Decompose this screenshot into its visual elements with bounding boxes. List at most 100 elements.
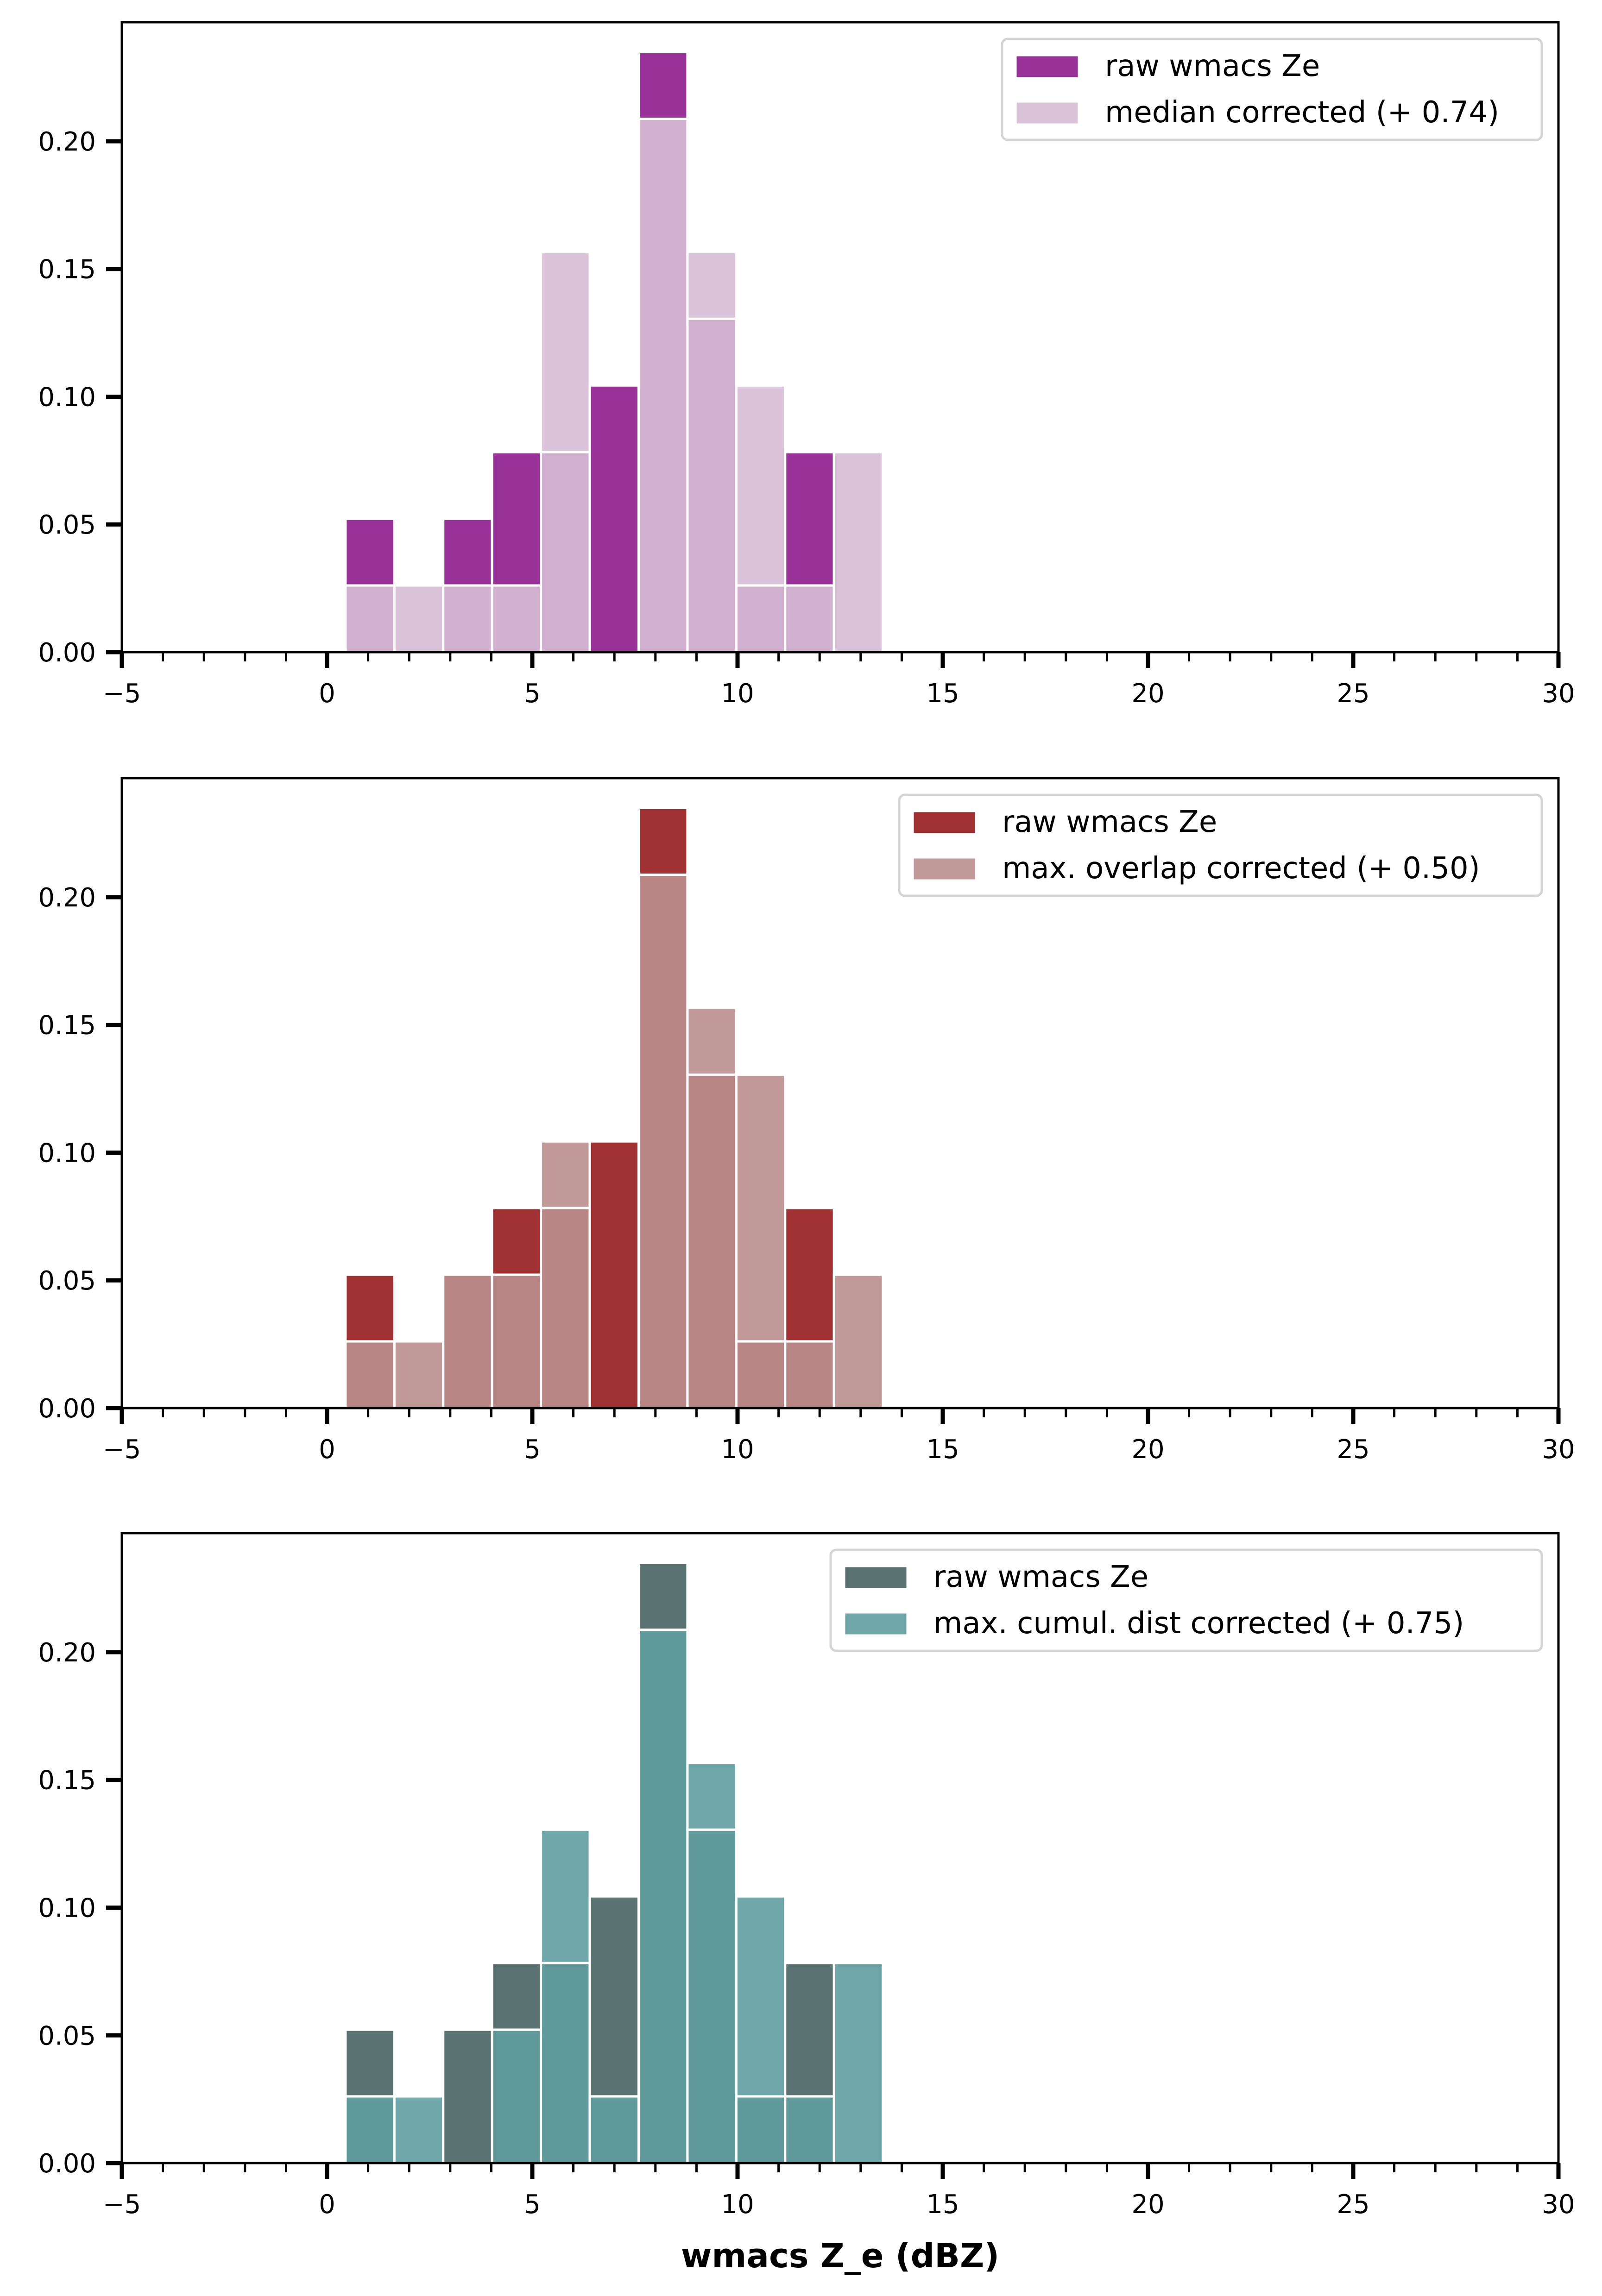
y-tick-label: 0.10 — [38, 382, 96, 412]
overlap-bar-5 — [540, 1207, 591, 1409]
x-tick-label: 15 — [926, 679, 959, 709]
raw-bar-10 — [784, 1207, 835, 1343]
corrected-bar-2 — [393, 584, 445, 654]
overlap-bar-4 — [491, 2028, 542, 2164]
x-tick-label: 30 — [1542, 1434, 1575, 1465]
raw-bar-10 — [784, 1962, 835, 2098]
overlap-bar-9 — [735, 584, 787, 654]
x-tick-label: 10 — [721, 679, 754, 709]
legend-label-corrected: median corrected (+ 0.74) — [1105, 95, 1499, 130]
corrected-bar-8 — [686, 251, 738, 320]
overlap-bar-4 — [491, 584, 542, 654]
overlap-bar-9 — [735, 1340, 787, 1409]
y-tick-label: 0.15 — [38, 255, 96, 285]
corrected-bar-5 — [540, 251, 591, 453]
x-tick-label: 30 — [1542, 679, 1575, 709]
corrected-bar-5 — [540, 1828, 591, 1964]
x-tick-label: 10 — [721, 1434, 754, 1465]
overlap-bar-8 — [686, 1828, 738, 2164]
legend: raw wmacs Ze max. overlap corrected (+ 0.… — [898, 793, 1543, 897]
x-tick-label: −5 — [103, 2189, 141, 2220]
overlap-bar-5 — [540, 1962, 591, 2164]
y-tick-label: 0.20 — [38, 127, 96, 157]
raw-bar-3 — [442, 517, 493, 587]
raw-bar-7 — [637, 807, 689, 876]
legend-box — [829, 1548, 1543, 1652]
x-tick-label: 30 — [1542, 2189, 1575, 2220]
raw-bar-4 — [491, 1207, 542, 1276]
overlap-bar-10 — [784, 1340, 835, 1409]
legend: raw wmacs Ze median corrected (+ 0.74) — [1001, 38, 1543, 141]
legend-label-raw: raw wmacs Ze — [933, 1560, 1148, 1594]
raw-bar-4 — [491, 1962, 542, 2031]
x-tick-label: 20 — [1131, 2189, 1164, 2220]
bars — [344, 51, 884, 654]
overlap-bar-9 — [735, 2095, 787, 2164]
y-tick-label: 0.10 — [38, 1893, 96, 1923]
corrected-bar-2 — [393, 1340, 445, 1409]
axes-frame — [120, 777, 1560, 1409]
x-tick-label: 10 — [721, 2189, 754, 2220]
corrected-bar-8 — [686, 1006, 738, 1076]
y-tick-label: 0.00 — [38, 2149, 96, 2179]
legend-box — [898, 793, 1543, 897]
legend-swatch-raw — [1015, 55, 1079, 79]
axes-frame — [120, 1532, 1560, 2164]
overlap-bar-1 — [344, 1340, 396, 1409]
raw-bar-7 — [637, 1562, 689, 1631]
overlap-bar-7 — [637, 1628, 689, 2164]
x-tick-label: 0 — [319, 679, 335, 709]
corrected-bar-9 — [735, 1895, 787, 2098]
legend: raw wmacs Ze max. cumul. dist corrected (… — [829, 1548, 1543, 1652]
overlap-bar-7 — [637, 873, 689, 1409]
y-tick-label: 0.05 — [38, 1266, 96, 1296]
x-tick-label: 25 — [1337, 679, 1369, 709]
overlap-bar-8 — [686, 1073, 738, 1409]
corrected-bar-11 — [833, 451, 884, 654]
legend-swatch-raw — [844, 1566, 908, 1590]
x-tick-label: 20 — [1131, 1434, 1164, 1465]
legend-swatch-corrected — [1015, 101, 1079, 125]
raw-bar-7 — [637, 51, 689, 120]
chart-panel-1: −5 0 5 10 15 20 25 30 0.00 0.05 0.10 0.15 0.20 raw wm… — [38, 21, 1575, 709]
overlap-bar-1 — [344, 584, 396, 654]
y-tick-label: 0.20 — [38, 1638, 96, 1668]
raw-bar-4 — [491, 451, 542, 587]
y-tick-label: 0.00 — [38, 1394, 96, 1424]
y-tick-label: 0.05 — [38, 2021, 96, 2051]
x-tick-label: 5 — [524, 2189, 541, 2220]
legend-label-raw: raw wmacs Ze — [1002, 805, 1217, 839]
raw-bar-1 — [344, 517, 396, 587]
overlap-bar-6 — [588, 2095, 640, 2164]
overlap-bar-5 — [540, 451, 591, 654]
x-tick-label: −5 — [103, 679, 141, 709]
legend-label-raw: raw wmacs Ze — [1105, 49, 1320, 83]
chart-panel-3: −5 0 5 10 15 20 25 30 0.00 0.05 0.10 0.15 0.20 raw wm… — [38, 1532, 1575, 2275]
legend-swatch-corrected — [912, 857, 977, 881]
x-tick-label: 0 — [319, 2189, 335, 2220]
x-tick-label: 25 — [1337, 2189, 1369, 2220]
raw-bar-1 — [344, 1273, 396, 1343]
raw-bar-1 — [344, 2028, 396, 2098]
overlap-bar-8 — [686, 317, 738, 654]
x-tick-label: 20 — [1131, 679, 1164, 709]
y-tick-label: 0.00 — [38, 638, 96, 668]
bars — [344, 1562, 884, 2164]
y-tick-label: 0.20 — [38, 883, 96, 913]
corrected-bar-11 — [833, 1273, 884, 1409]
raw-bar-3 — [442, 2028, 493, 2164]
chart-panel-2: −5 0 5 10 15 20 25 30 0.00 0.05 0.10 0.15 0.20 raw wm… — [38, 777, 1575, 1465]
overlap-bar-7 — [637, 117, 689, 654]
axes-frame — [120, 21, 1560, 654]
corrected-bar-2 — [393, 2095, 445, 2164]
overlap-bar-1 — [344, 2095, 396, 2164]
corrected-bar-11 — [833, 1962, 884, 2164]
raw-bar-6 — [588, 1140, 640, 1409]
legend-label-corrected: max. overlap corrected (+ 0.50) — [1002, 851, 1480, 886]
x-tick-label: 15 — [926, 1434, 959, 1465]
y-tick-label: 0.05 — [38, 510, 96, 540]
corrected-bar-9 — [735, 384, 787, 587]
legend-swatch-corrected — [844, 1612, 908, 1636]
raw-bar-6 — [588, 1895, 640, 2098]
